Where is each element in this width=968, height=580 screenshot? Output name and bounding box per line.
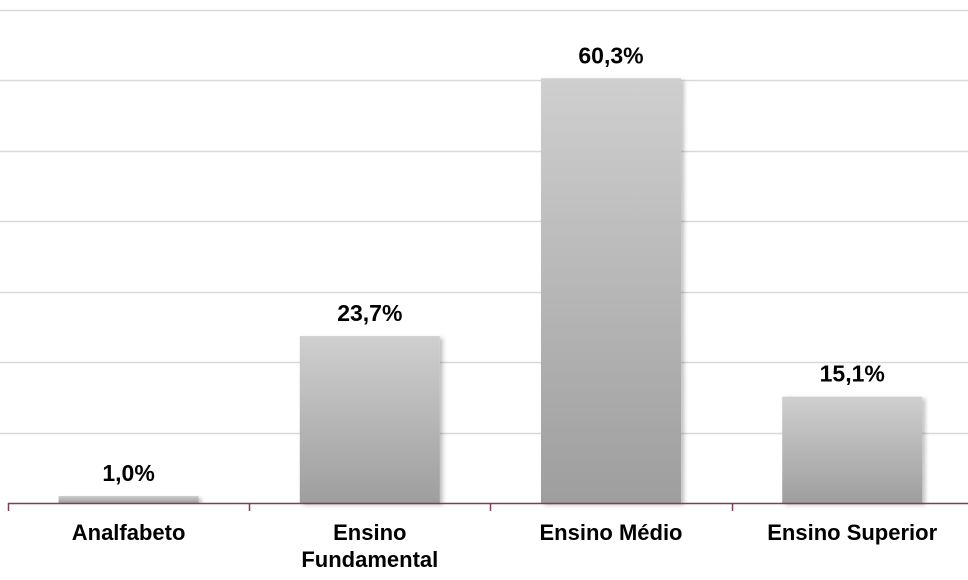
x-tick-label-line: Fundamental	[301, 547, 439, 572]
bar	[58, 495, 199, 503]
data-label: 60,3%	[578, 42, 643, 68]
data-label: 15,1%	[820, 361, 885, 387]
data-label: 1,0%	[102, 460, 154, 486]
data-label: 23,7%	[337, 300, 402, 326]
x-tick-label: Ensino Fundamental	[260, 519, 480, 573]
x-tick-label: Analfabeto	[19, 519, 239, 546]
x-tick-label-line: Analfabeto	[71, 520, 186, 545]
bar	[782, 396, 923, 503]
bar	[541, 78, 682, 504]
x-tick-label-line: Ensino Superior	[767, 520, 938, 545]
x-tick-label-line: Ensino Médio	[539, 520, 683, 545]
x-tick-label: Ensino Superior	[742, 519, 962, 546]
bar	[299, 336, 440, 503]
x-tick-label-line: Ensino	[333, 520, 407, 545]
x-tick-label: Ensino Médio	[501, 519, 721, 546]
